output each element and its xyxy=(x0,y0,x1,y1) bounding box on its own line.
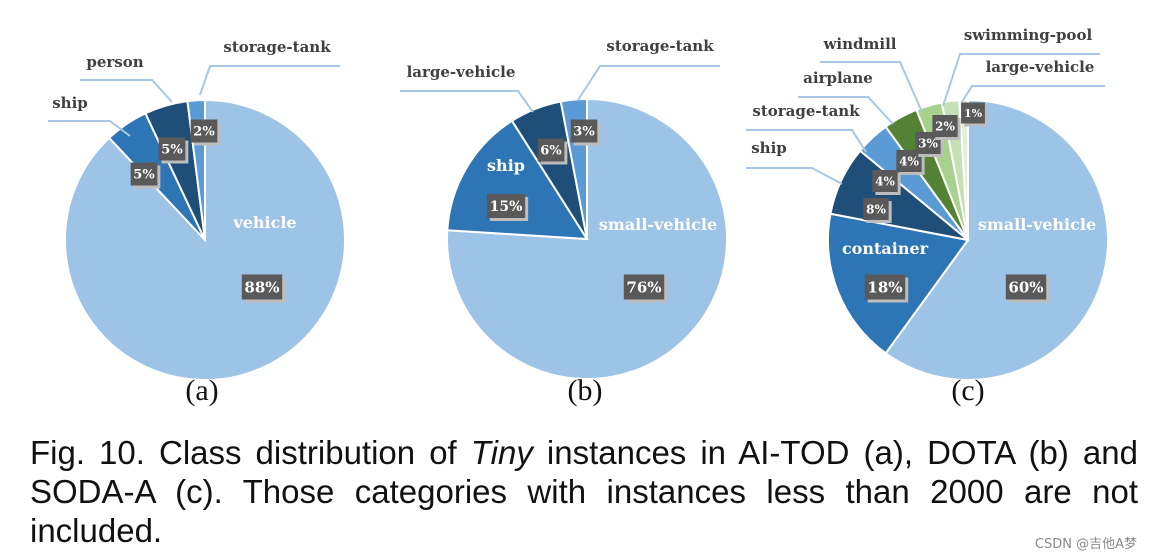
pct-box xyxy=(915,132,941,154)
pct-label-large-vehicle: 1% xyxy=(964,107,983,120)
category-label-storage-tank: storage-tank xyxy=(223,38,331,56)
pct-label-ship: 5% xyxy=(133,168,155,183)
category-label-ship: ship xyxy=(52,94,88,112)
pct-label-container: 18% xyxy=(867,278,902,296)
pct-label-ship: 8% xyxy=(866,202,886,216)
pct-box xyxy=(961,102,985,124)
pie-slice-small-vehicle xyxy=(884,98,1109,381)
pie-chart-a: 88% 5% 5% 2% vehicle ship person storage-tank (a… xyxy=(48,38,346,407)
pct-label-small-vehicle: 76% xyxy=(626,278,661,296)
category-label-airplane: airplane xyxy=(803,69,873,87)
pct-box xyxy=(241,274,283,300)
pct-box xyxy=(863,198,889,220)
caption-prefix: Fig. 10. Class distribution of xyxy=(30,434,471,471)
category-label-ship: ship xyxy=(487,156,525,175)
pct-label-large-vehicle: 6% xyxy=(540,144,562,159)
category-label-small-vehicle: small-vehicle xyxy=(599,215,717,234)
leader-line xyxy=(942,53,1100,107)
pct-box xyxy=(896,150,922,172)
pct-label-vehicle: 88% xyxy=(244,278,279,296)
leader-line xyxy=(80,79,173,103)
leader-line xyxy=(961,85,1105,103)
category-label-windmill: windmill xyxy=(823,35,897,53)
leader-line xyxy=(400,90,534,113)
pct-label-small-vehicle: 60% xyxy=(1008,278,1043,296)
pct-box xyxy=(872,170,898,192)
leader-line xyxy=(798,96,894,125)
pct-box xyxy=(623,274,665,300)
leader-line xyxy=(577,65,720,101)
pct-label-storage-tank: 3% xyxy=(573,125,595,140)
leader-line xyxy=(199,65,340,96)
category-label-swimming-pool: swimming-pool xyxy=(964,26,1093,44)
pie-chart-b: 76% 15% 6% 3% small-vehicle ship large-vehicle… xyxy=(400,37,728,407)
pie-slice-small-vehicle xyxy=(446,97,728,380)
pct-label-person: 5% xyxy=(161,143,183,158)
category-label-ship: ship xyxy=(751,139,787,157)
pct-box xyxy=(570,119,598,143)
pct-box xyxy=(864,274,906,300)
watermark: CSDN @吉他A梦 xyxy=(1034,537,1137,552)
pie-charts-figure: 88% 5% 5% 2% vehicle ship person storage-tank (a… xyxy=(48,26,1109,407)
category-label-storage-tank: storage-tank xyxy=(752,102,860,120)
category-label-large-vehicle: large-vehicle xyxy=(407,63,516,81)
panel-label: (a) xyxy=(185,374,218,407)
category-label-vehicle: vehicle xyxy=(232,213,296,232)
pct-label-windmill: 3% xyxy=(918,136,938,150)
leader-line xyxy=(746,167,843,185)
pct-label-ship: 15% xyxy=(490,199,523,215)
pct-box xyxy=(486,194,526,218)
category-label-small-vehicle: small-vehicle xyxy=(978,215,1096,234)
leader-line xyxy=(746,129,867,153)
category-label-storage-tank: storage-tank xyxy=(606,37,714,55)
pct-box xyxy=(190,119,218,143)
category-label-large-vehicle: large-vehicle xyxy=(986,58,1095,76)
pie-chart-c: 60% 18% 8% 4% 4% 3% 2% 1% small-vehicle container… xyxy=(746,26,1109,407)
pct-box xyxy=(537,138,565,162)
pct-label-storage-tank: 4% xyxy=(875,174,895,188)
pct-label-airplane: 4% xyxy=(899,154,919,168)
panel-label: (b) xyxy=(568,374,603,407)
caption-suffix: instances in AI-TOD (a), DOTA (b) and SO… xyxy=(30,434,1138,549)
category-label-container: container xyxy=(842,239,929,258)
pct-label-swimming-pool: 2% xyxy=(935,119,955,133)
pct-box xyxy=(1005,274,1047,300)
leader-line xyxy=(820,61,923,113)
pct-box xyxy=(130,162,158,186)
pct-box xyxy=(158,137,186,161)
pie-slice-ship xyxy=(446,119,589,241)
pct-box xyxy=(932,115,958,137)
pct-label-storage-tank: 2% xyxy=(193,125,215,140)
panel-label: (c) xyxy=(951,374,984,407)
leader-line xyxy=(48,120,131,137)
figure-caption: Fig. 10. Class distribution of Tiny inst… xyxy=(30,433,1138,550)
caption-italic: Tiny xyxy=(470,434,533,471)
category-label-person: person xyxy=(86,53,143,71)
